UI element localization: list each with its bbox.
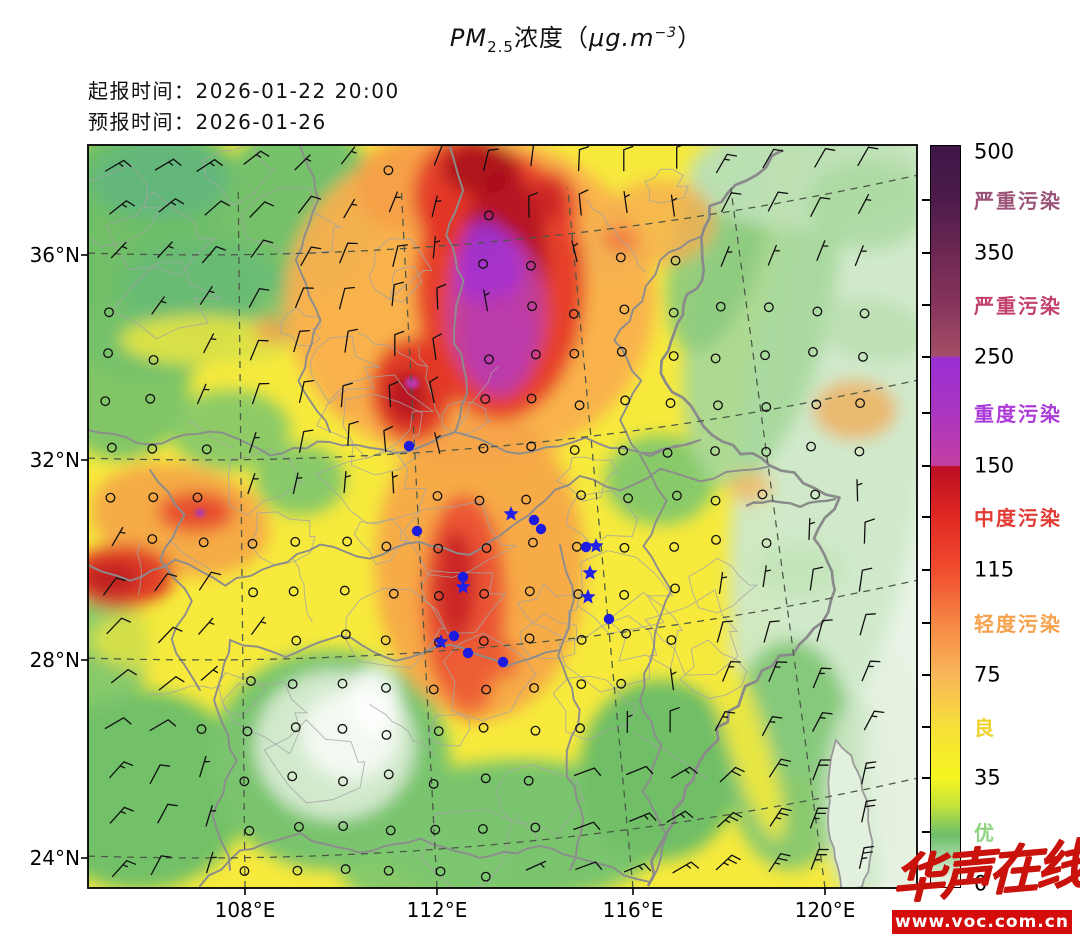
colorbar-category-label: 严重污染	[974, 188, 1062, 213]
graticule	[88, 174, 917, 888]
station-star	[580, 589, 596, 604]
map-layers	[88, 145, 917, 888]
wind-barbs	[100, 145, 885, 882]
colorbar-value-label: 35	[974, 765, 1001, 790]
colorbar-value-label: 250	[974, 344, 1015, 369]
valid-time-line: 预报时间：2026-01-26	[88, 110, 327, 134]
lon-tick-label: 108°E	[214, 898, 276, 922]
colorbar-tick	[922, 569, 930, 572]
station-dot	[603, 613, 615, 625]
station-dot	[528, 514, 540, 526]
lon-tick-label: 120°E	[794, 898, 856, 922]
lon-tick-label: 112°E	[406, 898, 468, 922]
colorbar-tick	[922, 412, 930, 415]
station-star	[582, 565, 598, 580]
title-name: 浓度	[513, 24, 564, 52]
colorbar-category-label: 重度污染	[974, 401, 1062, 426]
station-dot	[448, 630, 460, 642]
station-star	[588, 538, 604, 553]
init-time-line: 起报时间：2026-01-22 20:00	[88, 79, 400, 103]
title-pm: PM	[449, 24, 488, 52]
colorbar-tick	[922, 674, 930, 677]
title-pm-sub: 2.5	[487, 37, 514, 56]
voc-logo-text: 华声在线	[891, 834, 1080, 912]
lat-tick-label: 24°N	[29, 846, 80, 870]
map-border	[87, 144, 918, 889]
contour-field-details	[195, 377, 419, 517]
colorbar-tick	[922, 304, 930, 307]
station-dot	[580, 541, 592, 553]
coastline	[646, 148, 841, 887]
colorbar-tick	[922, 622, 930, 625]
colorbar-value-label: 150	[974, 453, 1015, 478]
colorbar-value-label: 0	[974, 871, 988, 896]
colorbar-tick	[922, 831, 930, 834]
colorbar-tick	[922, 199, 930, 202]
station-star	[503, 506, 519, 521]
colorbar-tick	[922, 356, 930, 359]
colorbar-value-label: 500	[974, 139, 1015, 164]
title-unit-sup: −3	[654, 25, 678, 41]
colorbar-category-label: 严重污染	[974, 293, 1062, 318]
colorbar	[930, 145, 961, 888]
colorbar-category-label: 优	[974, 820, 996, 845]
station-dot	[457, 571, 469, 583]
colorbar-tick	[922, 465, 930, 468]
axis-ticks	[81, 254, 826, 895]
lat-tick-label: 36°N	[29, 243, 80, 267]
station-dot	[411, 525, 423, 537]
forecast-info: 起报时间：2026-01-22 20:00 预报时间：2026-01-26	[88, 76, 400, 138]
station-dot	[403, 440, 415, 452]
colorbar-value-label: 115	[974, 557, 1015, 582]
station-dot	[462, 647, 474, 659]
colorbar-tick	[922, 726, 930, 729]
voc-logo-url: www.voc.com.cn	[892, 910, 1072, 934]
colorbar-category-label: 良	[974, 715, 996, 740]
title-unit-close: ）	[677, 24, 703, 52]
station-dot	[535, 523, 547, 535]
station-star	[455, 579, 471, 594]
lat-tick-label: 32°N	[29, 448, 80, 472]
colorbar-tick	[922, 777, 930, 780]
colorbar-value-label: 75	[974, 662, 1001, 687]
colorbar-category-label: 轻度污染	[974, 611, 1062, 636]
contour-field	[88, 145, 917, 888]
colorbar-tick	[922, 516, 930, 519]
colorbar-category-label: 中度污染	[974, 505, 1062, 530]
station-star	[433, 634, 449, 649]
station-markers	[403, 440, 615, 668]
voc-watermark: 华声在线 www.voc.com.cn	[892, 834, 1080, 934]
chart-title: PM2.5浓度（μg.m−3）	[96, 18, 1056, 56]
title-unit-open: （	[563, 24, 589, 52]
hangzhou-bay	[745, 497, 837, 509]
lon-tick-label: 116°E	[602, 898, 664, 922]
colorbar-tick	[922, 252, 930, 255]
title-unit: μg.m	[588, 24, 655, 52]
station-dot	[497, 656, 509, 668]
colorbar-value-label: 350	[974, 240, 1015, 265]
lat-tick-label: 28°N	[29, 648, 80, 672]
